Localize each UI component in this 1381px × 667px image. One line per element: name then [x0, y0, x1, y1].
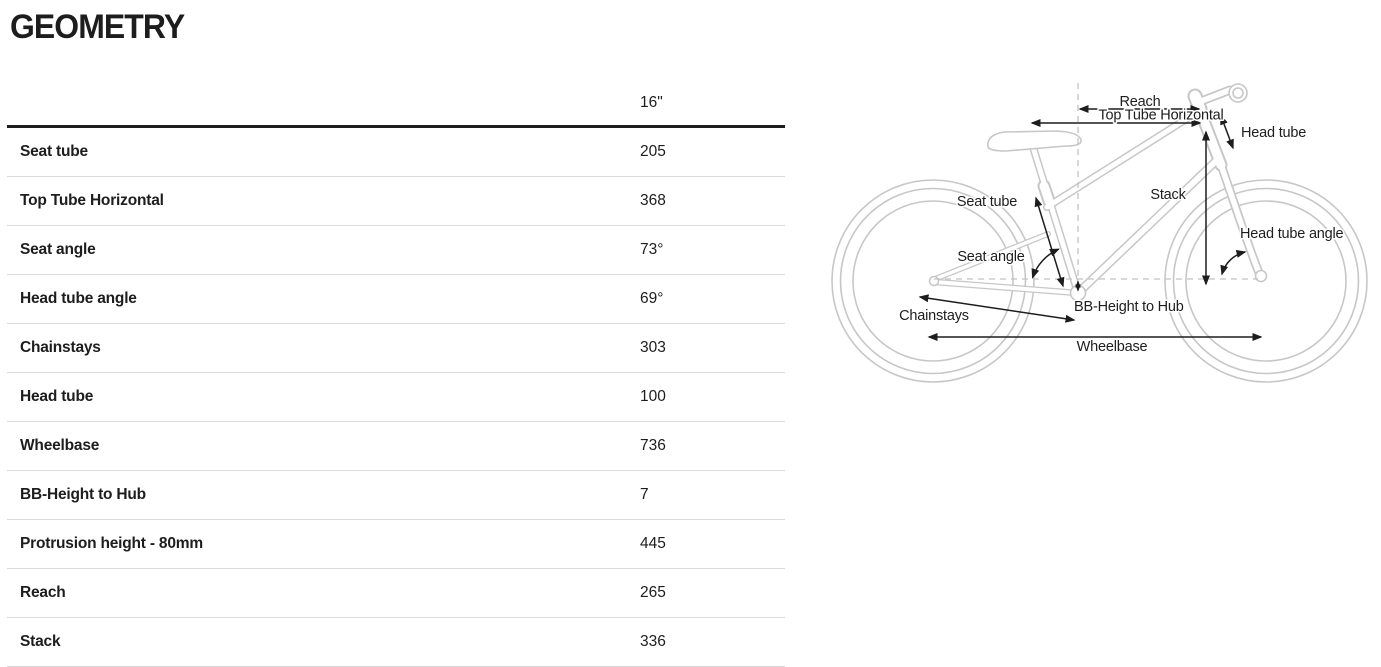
row-label: Head tube angle — [20, 290, 137, 307]
rear-dropout — [928, 275, 940, 287]
chainstays-dimension-arrow — [918, 294, 1076, 323]
seat-angle-arc — [1031, 248, 1060, 279]
geometry-table: 16" Seat tube 205 Top Tube Horizontal 36… — [7, 80, 785, 667]
table-row: Head tube 100 — [7, 373, 785, 422]
row-value: 205 — [640, 143, 666, 160]
bike-frame — [928, 83, 1268, 302]
row-label: Chainstays — [20, 339, 101, 356]
diagram-labels: Reach Top Tube Horizontal Head tube Stac… — [898, 93, 1346, 357]
row-label: Seat tube — [20, 143, 88, 160]
table-row: Wheelbase 736 — [7, 422, 785, 471]
table-header-row: 16" — [7, 80, 785, 128]
row-value: 445 — [640, 535, 666, 552]
row-label: Top Tube Horizontal — [20, 192, 164, 209]
chainstays-label: Chainstays — [899, 308, 969, 324]
table-row: Top Tube Horizontal 368 — [7, 177, 785, 226]
head-tube-angle-arc — [1220, 249, 1247, 276]
table-row: Protrusion height - 80mm 445 — [7, 520, 785, 569]
top-tube-label: Top Tube Horizontal — [1098, 108, 1223, 124]
row-label: Wheelbase — [20, 437, 100, 454]
row-value: 368 — [640, 192, 666, 209]
front-dropout — [1254, 269, 1268, 283]
table-row: Seat tube 205 — [7, 128, 785, 177]
saddle — [987, 130, 1082, 152]
seat-tube-label: Seat tube — [957, 194, 1017, 210]
row-value: 736 — [640, 437, 666, 454]
table-row: Head tube angle 69° — [7, 275, 785, 324]
row-label: Protrusion height - 80mm — [20, 535, 203, 552]
table-row: Stack 336 — [7, 618, 785, 667]
row-value: 73° — [640, 241, 664, 258]
front-wheel — [1164, 179, 1368, 383]
bb-height-label: BB-Height to Hub — [1074, 299, 1184, 315]
rear-wheel — [831, 179, 1035, 383]
bike-diagram-svg: Reach Top Tube Horizontal Head tube Stac… — [831, 83, 1368, 383]
row-label: Seat angle — [20, 241, 96, 258]
seat-angle-label: Seat angle — [957, 249, 1024, 265]
bike-geometry-diagram: Reach Top Tube Horizontal Head tube Stac… — [820, 70, 1381, 400]
row-label: Head tube — [20, 388, 94, 405]
table-body: Seat tube 205 Top Tube Horizontal 368 Se… — [7, 128, 785, 667]
row-value: 7 — [640, 486, 649, 503]
reach-label: Reach — [1120, 94, 1161, 110]
wheelbase-label: Wheelbase — [1077, 339, 1148, 355]
row-value: 69° — [640, 290, 664, 307]
row-value: 100 — [640, 388, 666, 405]
head-tube-angle-label: Head tube angle — [1240, 226, 1344, 242]
size-column-header: 16" — [640, 93, 663, 111]
row-label: Stack — [20, 633, 61, 650]
table-row: Seat angle 73° — [7, 226, 785, 275]
page-title: GEOMETRY — [10, 8, 185, 46]
row-label: BB-Height to Hub — [20, 486, 146, 503]
row-value: 265 — [640, 584, 666, 601]
table-row: Chainstays 303 — [7, 324, 785, 373]
table-row: Reach 265 — [7, 569, 785, 618]
dimension-arrows — [918, 105, 1263, 341]
stack-label: Stack — [1150, 187, 1186, 203]
head-tube-label: Head tube — [1241, 125, 1306, 141]
row-value: 303 — [640, 339, 666, 356]
handlebar-grip-inner — [1232, 87, 1244, 99]
row-value: 336 — [640, 633, 666, 650]
head-tube-dimension-arrow — [1220, 114, 1234, 150]
row-label: Reach — [20, 584, 66, 601]
table-row: BB-Height to Hub 7 — [7, 471, 785, 520]
